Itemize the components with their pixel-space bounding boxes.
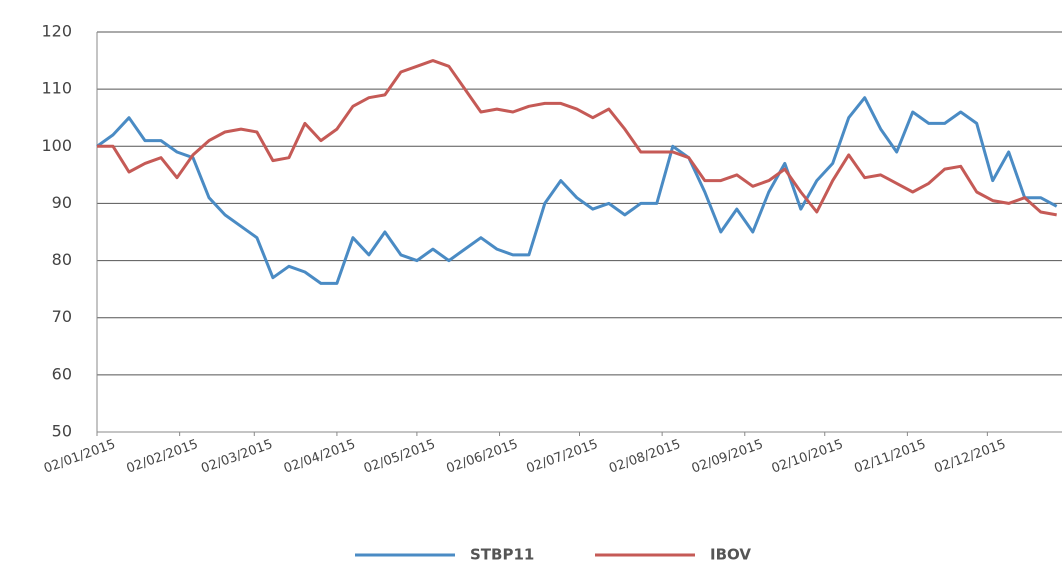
x-tick-label: 02/05/2015 (362, 437, 438, 477)
series-line (97, 59, 1057, 217)
legend-label: IBOV (710, 546, 751, 564)
y-tick-label: 60 (52, 364, 72, 383)
y-tick-label: 90 (52, 193, 72, 212)
y-tick-label: 110 (41, 79, 72, 98)
x-tick-label: 02/03/2015 (199, 437, 275, 477)
y-tick-label: 70 (52, 307, 72, 326)
x-tick-label: 02/06/2015 (445, 437, 521, 477)
x-tick-label: 02/11/2015 (852, 437, 928, 477)
y-tick-label: 80 (52, 250, 72, 269)
y-tick-label: 120 (41, 22, 72, 41)
x-tick-label: 02/04/2015 (282, 437, 358, 477)
series-line (96, 96, 1058, 285)
x-tick-label: 02/08/2015 (607, 437, 683, 477)
x-tick-label: 02/10/2015 (770, 437, 846, 477)
y-tick-label: 50 (52, 422, 72, 441)
x-tick-label: 02/12/2015 (932, 437, 1008, 477)
x-tick-label: 02/01/2015 (42, 437, 118, 477)
x-tick-label: 02/09/2015 (690, 437, 766, 477)
x-tick-label: 02/02/2015 (125, 437, 201, 477)
legend-label: STBP11 (470, 546, 534, 564)
x-tick-label: 02/07/2015 (525, 437, 601, 477)
y-tick-label: 100 (41, 136, 72, 155)
